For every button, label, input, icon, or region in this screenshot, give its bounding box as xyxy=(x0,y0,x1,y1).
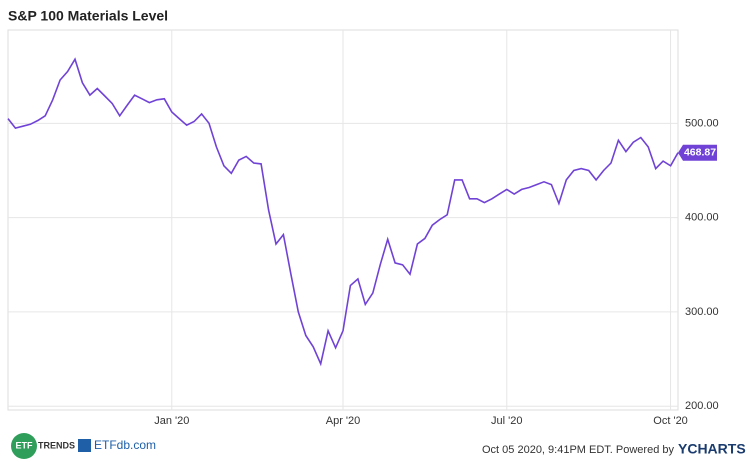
x-tick-label: Oct '20 xyxy=(653,415,688,427)
logo-text: TRENDS xyxy=(38,440,75,450)
logo-mark xyxy=(78,439,91,452)
logo-text: ETF xyxy=(16,440,34,450)
y-tick-label: 400.00 xyxy=(685,212,719,224)
value-callout xyxy=(678,144,717,161)
logo-text: ETFdb.com xyxy=(94,438,156,452)
chart-title: S&P 100 Materials Level xyxy=(8,8,168,24)
value-label: 468.87 xyxy=(684,146,716,158)
x-tick-label: Jul '20 xyxy=(491,415,522,427)
footer-timestamp: Oct 05 2020, 9:41PM EDT. Powered by xyxy=(482,444,674,456)
y-tick-label: 200.00 xyxy=(685,400,719,412)
footer-brand: YCHARTS xyxy=(678,441,746,457)
line xyxy=(7,57,679,367)
logo-mark xyxy=(11,433,37,459)
y-tick-label: 300.00 xyxy=(685,306,719,318)
x-tick-label: Jan '20 xyxy=(154,415,189,427)
y-tick-label: 500.00 xyxy=(685,117,719,129)
x-tick-label: Apr '20 xyxy=(326,415,361,427)
